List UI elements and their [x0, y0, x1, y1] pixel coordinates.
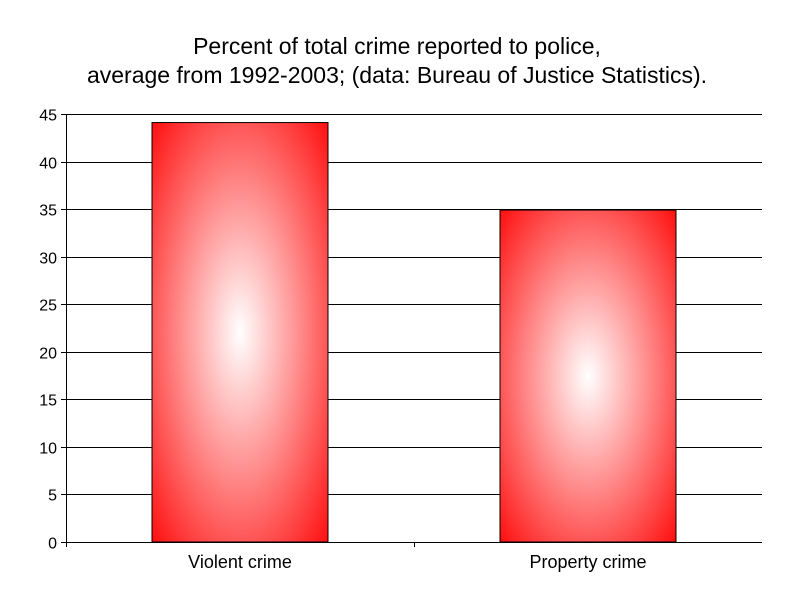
y-tick-label-0: 0 — [48, 536, 57, 553]
bars — [151, 122, 677, 543]
y-tick-label-5: 5 — [48, 488, 57, 505]
x-category-label-0: Violent crime — [188, 552, 292, 572]
chart-title: Percent of total crime reported to polic… — [0, 32, 794, 90]
chart-title-line-1: Percent of total crime reported to polic… — [193, 33, 601, 59]
bar-property-crime — [499, 209, 677, 543]
y-tick-label-15: 15 — [39, 393, 57, 410]
y-tick-label-10: 10 — [39, 441, 57, 458]
chart-title-line-2: average from 1992-2003; (data: Bureau of… — [86, 62, 708, 88]
y-tick-label-35: 35 — [39, 203, 57, 220]
bar-violent-crime — [151, 122, 329, 543]
y-tick-label-40: 40 — [39, 156, 57, 173]
y-tick-label-25: 25 — [39, 298, 57, 315]
y-tick-label-30: 30 — [39, 251, 57, 268]
axes — [61, 114, 762, 547]
y-tick-label-45: 45 — [39, 108, 57, 125]
axis-labels: 0 5 10 15 20 25 30 35 40 45 Violent crime Property … — [39, 108, 646, 573]
x-category-label-1: Property crime — [529, 552, 646, 572]
y-tick-label-20: 20 — [39, 346, 57, 363]
